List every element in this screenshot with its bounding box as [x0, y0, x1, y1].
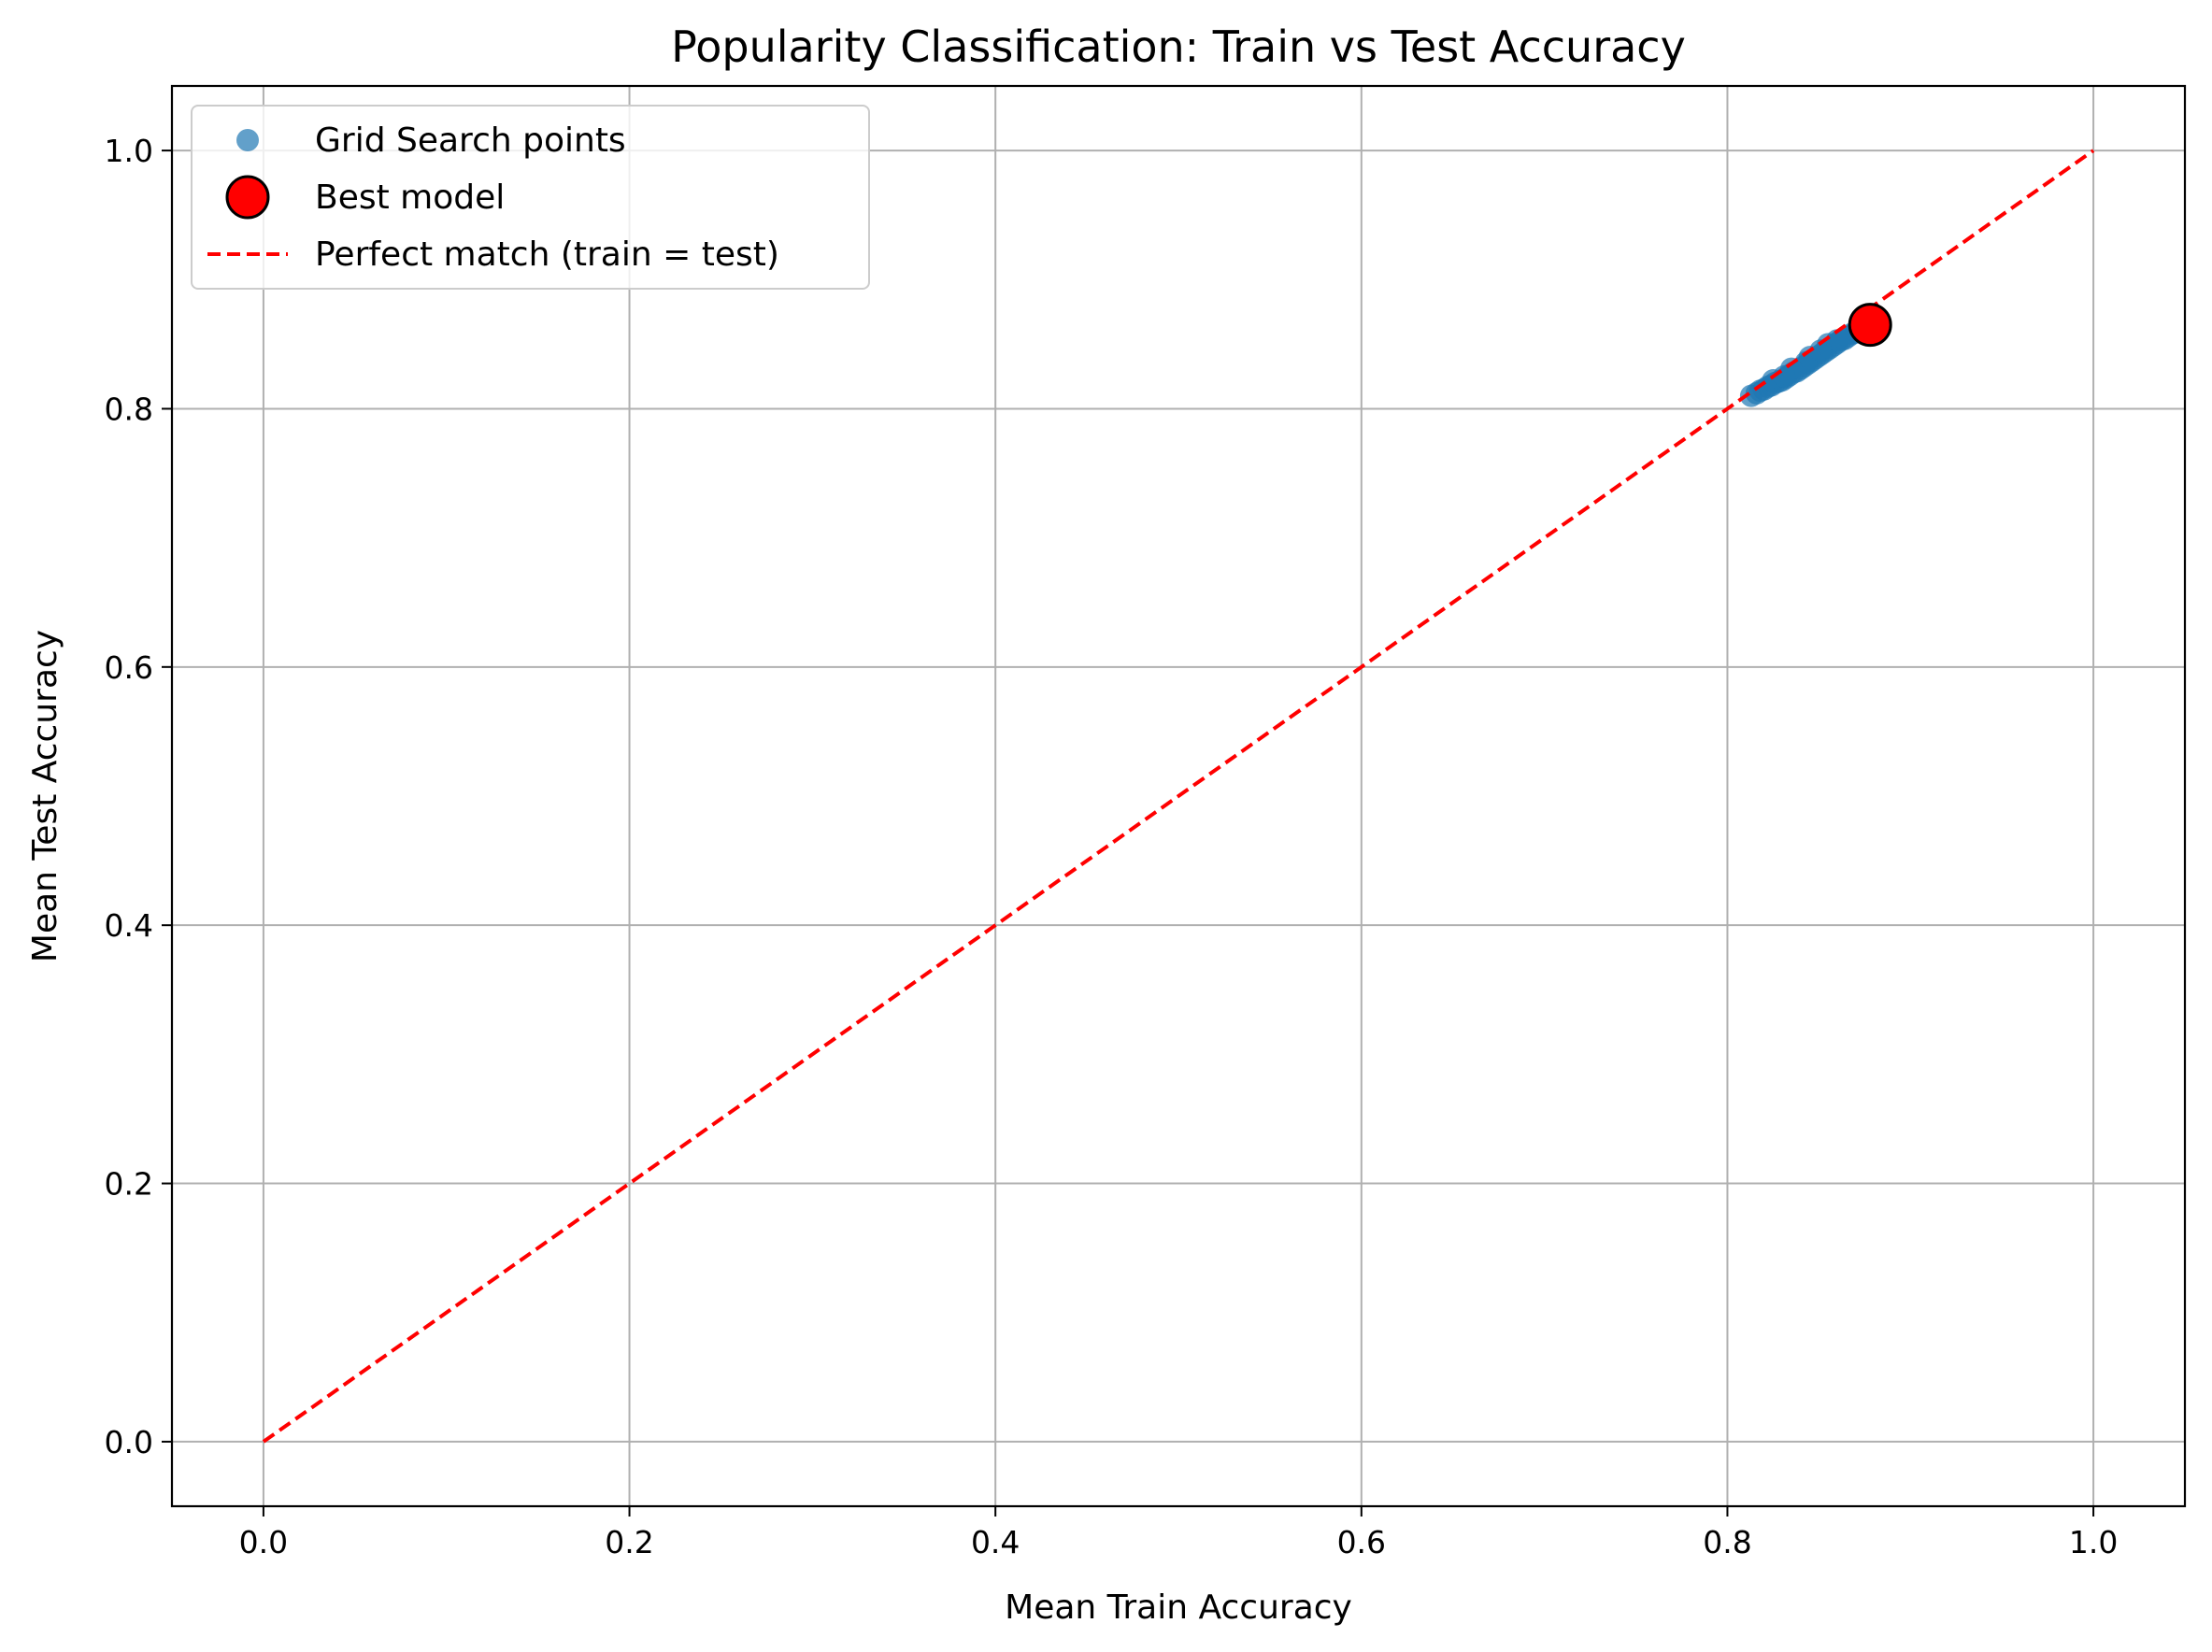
legend-label: Perfect match (train = test)	[315, 235, 779, 274]
x-tick-label: 0.4	[971, 1524, 1020, 1560]
y-axis-label: Mean Test Accuracy	[26, 630, 64, 962]
perfect-match-line	[262, 149, 2095, 1444]
axes-frame	[170, 84, 2187, 1508]
y-tick-label: 0.0	[105, 1424, 153, 1460]
plot-area	[262, 149, 2095, 1444]
y-tick-label: 0.6	[105, 649, 153, 686]
legend-grid-search-marker	[236, 129, 259, 151]
x-tick-label: 0.6	[1337, 1524, 1386, 1560]
legend: Grid Search points Best model Perfect matc…	[191, 105, 870, 290]
grid-search-point	[1825, 329, 1848, 352]
legend-box	[191, 105, 870, 290]
legend-label: Best model	[315, 178, 505, 217]
chart-title: Popularity Classification: Train vs Test…	[671, 21, 1686, 72]
x-axis-label: Mean Train Accuracy	[1005, 1588, 1352, 1627]
legend-best-model-marker	[225, 175, 270, 220]
grid	[172, 86, 2185, 1506]
y-tick-label: 0.2	[105, 1166, 153, 1203]
grid-search-point	[1809, 339, 1833, 363]
x-tick-label: 0.8	[1703, 1524, 1751, 1560]
y-tick-label: 1.0	[105, 133, 153, 169]
y-tick-label: 0.4	[105, 907, 153, 944]
x-tick-label: 0.2	[605, 1524, 653, 1560]
legend-label: Grid Search points	[315, 121, 626, 160]
x-tick-label: 0.0	[239, 1524, 288, 1560]
best-model-point	[1848, 303, 1892, 348]
ticks: 0.0 0.2 0.4 0.6 0.8 1.0 0.0 0.2 0.4 0.6 0.8 1.0	[105, 133, 2119, 1560]
x-tick-label: 1.0	[2069, 1524, 2118, 1560]
y-tick-label: 0.8	[105, 391, 153, 427]
